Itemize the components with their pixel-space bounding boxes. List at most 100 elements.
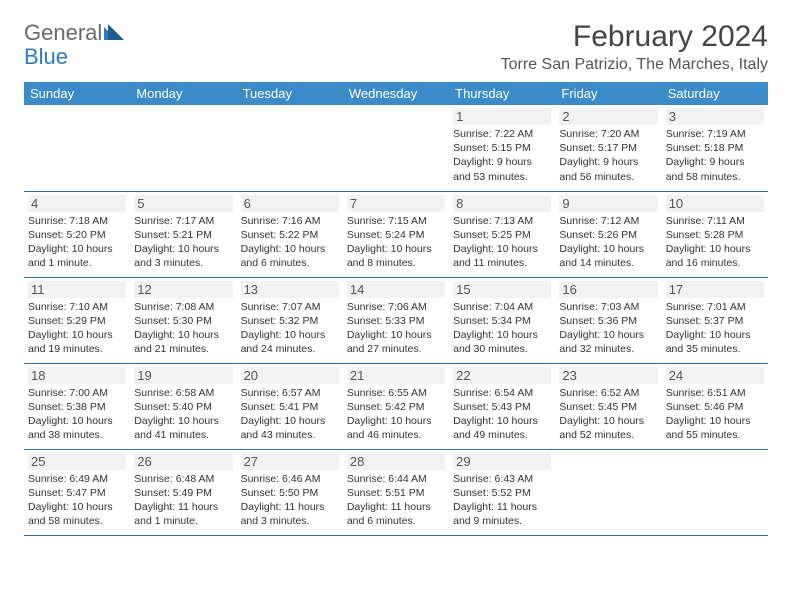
calendar-cell: 22Sunrise: 6:54 AMSunset: 5:43 PMDayligh… [449,363,555,449]
day-number: 18 [28,367,126,384]
day-number: 28 [347,453,445,470]
day-info: Sunrise: 7:17 AMSunset: 5:21 PMDaylight:… [134,214,232,271]
day-number: 16 [559,281,657,298]
location-subtitle: Torre San Patrizio, The Marches, Italy [501,56,768,74]
calendar-cell-empty [662,449,768,535]
calendar-row: 1 Sunrise: 7:22 AMSunset: 5:15 PMDaylight… [24,105,768,191]
day-number: 7 [347,195,445,212]
day-header: Thursday [449,82,555,105]
calendar-cell: 26 Sunrise: 6:48 AMSunset: 5:49 PMDayligh… [130,449,236,535]
day-info: Sunrise: 7:01 AMSunset: 5:37 PMDaylight:… [666,300,764,357]
day-number: 20 [241,367,339,384]
day-header: Sunday [24,82,130,105]
calendar-row: 11Sunrise: 7:10 AMSunset: 5:29 PMDayligh… [24,277,768,363]
calendar-cell: 8 Sunrise: 7:13 AMSunset: 5:25 PMDaylight… [449,191,555,277]
calendar-cell: 13 Sunrise: 7:07 AMSunset: 5:32 PMDayligh… [237,277,343,363]
day-number: 14 [347,281,445,298]
day-number: 6 [241,195,339,212]
day-info: Sunrise: 7:20 AMSunset: 5:17 PMDaylight:… [559,127,657,184]
calendar-body: 1 Sunrise: 7:22 AMSunset: 5:15 PMDaylight… [24,105,768,535]
day-number: 2 [559,108,657,125]
day-info: Sunrise: 7:18 AMSunset: 5:20 PMDaylight:… [28,214,126,271]
day-number: 23 [559,367,657,384]
day-header: Tuesday [237,82,343,105]
calendar-cell-empty [24,105,130,191]
day-info: Sunrise: 6:51 AMSunset: 5:46 PMDaylight:… [666,386,764,443]
day-header: Wednesday [343,82,449,105]
calendar-header-row: SundayMondayTuesdayWednesdayThursdayFrid… [24,82,768,105]
day-info: Sunrise: 7:15 AMSunset: 5:24 PMDaylight:… [347,214,445,271]
calendar-cell: 15 Sunrise: 7:04 AMSunset: 5:34 PMDayligh… [449,277,555,363]
day-info: Sunrise: 7:16 AMSunset: 5:22 PMDaylight:… [241,214,339,271]
calendar-cell: 9Sunrise: 7:12 AMSunset: 5:26 PMDaylight… [555,191,661,277]
day-info: Sunrise: 7:04 AMSunset: 5:34 PMDaylight:… [453,300,551,357]
day-number: 21 [347,367,445,384]
day-info: Sunrise: 7:19 AMSunset: 5:18 PMDaylight:… [666,127,764,184]
day-info: Sunrise: 6:43 AMSunset: 5:52 PMDaylight:… [453,472,551,529]
calendar-cell: 5 Sunrise: 7:17 AMSunset: 5:21 PMDaylight… [130,191,236,277]
day-number: 25 [28,453,126,470]
calendar-table: SundayMondayTuesdayWednesdayThursdayFrid… [24,82,768,536]
calendar-cell: 23 Sunrise: 6:52 AMSunset: 5:45 PMDayligh… [555,363,661,449]
calendar-cell: 3 Sunrise: 7:19 AMSunset: 5:18 PMDaylight… [662,105,768,191]
day-info: Sunrise: 6:44 AMSunset: 5:51 PMDaylight:… [347,472,445,529]
day-number: 15 [453,281,551,298]
calendar-cell: 10Sunrise: 7:11 AMSunset: 5:28 PMDayligh… [662,191,768,277]
day-number: 1 [453,108,551,125]
title-block: February 2024 Torre San Patrizio, The Ma… [501,20,768,74]
day-number: 4 [28,195,126,212]
calendar-cell: 24 Sunrise: 6:51 AMSunset: 5:46 PMDayligh… [662,363,768,449]
calendar-cell-empty [555,449,661,535]
calendar-cell: 4 Sunrise: 7:18 AMSunset: 5:20 PMDaylight… [24,191,130,277]
page-title: February 2024 [501,20,768,54]
day-info: Sunrise: 7:22 AMSunset: 5:15 PMDaylight:… [453,127,551,184]
header: General February 2024 Torre San Patrizio… [24,20,768,74]
calendar-cell: 28 Sunrise: 6:44 AMSunset: 5:51 PMDayligh… [343,449,449,535]
day-info: Sunrise: 6:48 AMSunset: 5:49 PMDaylight:… [134,472,232,529]
logo-triangle-icon [104,20,124,46]
calendar-cell: 29 Sunrise: 6:43 AMSunset: 5:52 PMDayligh… [449,449,555,535]
day-number: 29 [453,453,551,470]
day-number: 12 [134,281,232,298]
day-info: Sunrise: 7:08 AMSunset: 5:30 PMDaylight:… [134,300,232,357]
day-info: Sunrise: 7:00 AMSunset: 5:38 PMDaylight:… [28,386,126,443]
day-info: Sunrise: 6:54 AMSunset: 5:43 PMDaylight:… [453,386,551,443]
calendar-row: 4 Sunrise: 7:18 AMSunset: 5:20 PMDaylight… [24,191,768,277]
calendar-cell: 27 Sunrise: 6:46 AMSunset: 5:50 PMDayligh… [237,449,343,535]
day-info: Sunrise: 6:55 AMSunset: 5:42 PMDaylight:… [347,386,445,443]
calendar-row: 25 Sunrise: 6:49 AMSunset: 5:47 PMDayligh… [24,449,768,535]
day-number: 24 [666,367,764,384]
day-info: Sunrise: 7:13 AMSunset: 5:25 PMDaylight:… [453,214,551,271]
day-info: Sunrise: 6:49 AMSunset: 5:47 PMDaylight:… [28,472,126,529]
calendar-row: 18 Sunrise: 7:00 AMSunset: 5:38 PMDayligh… [24,363,768,449]
day-info: Sunrise: 6:46 AMSunset: 5:50 PMDaylight:… [241,472,339,529]
calendar-cell-empty [237,105,343,191]
logo-word-general: General [24,20,102,46]
day-info: Sunrise: 7:07 AMSunset: 5:32 PMDaylight:… [241,300,339,357]
day-number: 3 [666,108,764,125]
calendar-cell-empty [343,105,449,191]
calendar-cell: 12 Sunrise: 7:08 AMSunset: 5:30 PMDayligh… [130,277,236,363]
day-header: Saturday [662,82,768,105]
day-info: Sunrise: 7:11 AMSunset: 5:28 PMDaylight:… [666,214,764,271]
calendar-cell: 25 Sunrise: 6:49 AMSunset: 5:47 PMDayligh… [24,449,130,535]
day-number: 8 [453,195,551,212]
day-info: Sunrise: 7:03 AMSunset: 5:36 PMDaylight:… [559,300,657,357]
day-number: 26 [134,453,232,470]
day-number: 27 [241,453,339,470]
calendar-cell-empty [130,105,236,191]
calendar-cell: 16 Sunrise: 7:03 AMSunset: 5:36 PMDayligh… [555,277,661,363]
calendar-cell: 17 Sunrise: 7:01 AMSunset: 5:37 PMDayligh… [662,277,768,363]
logo: General [24,20,126,46]
day-number: 13 [241,281,339,298]
day-header: Friday [555,82,661,105]
calendar-cell: 6 Sunrise: 7:16 AMSunset: 5:22 PMDaylight… [237,191,343,277]
calendar-cell: 21 Sunrise: 6:55 AMSunset: 5:42 PMDayligh… [343,363,449,449]
day-info: Sunrise: 6:52 AMSunset: 5:45 PMDaylight:… [559,386,657,443]
day-number: 11 [28,281,126,298]
day-number: 5 [134,195,232,212]
calendar-cell: 19Sunrise: 6:58 AMSunset: 5:40 PMDayligh… [130,363,236,449]
day-number: 17 [666,281,764,298]
calendar-cell: 2 Sunrise: 7:20 AMSunset: 5:17 PMDaylight… [555,105,661,191]
calendar-cell: 18 Sunrise: 7:00 AMSunset: 5:38 PMDayligh… [24,363,130,449]
